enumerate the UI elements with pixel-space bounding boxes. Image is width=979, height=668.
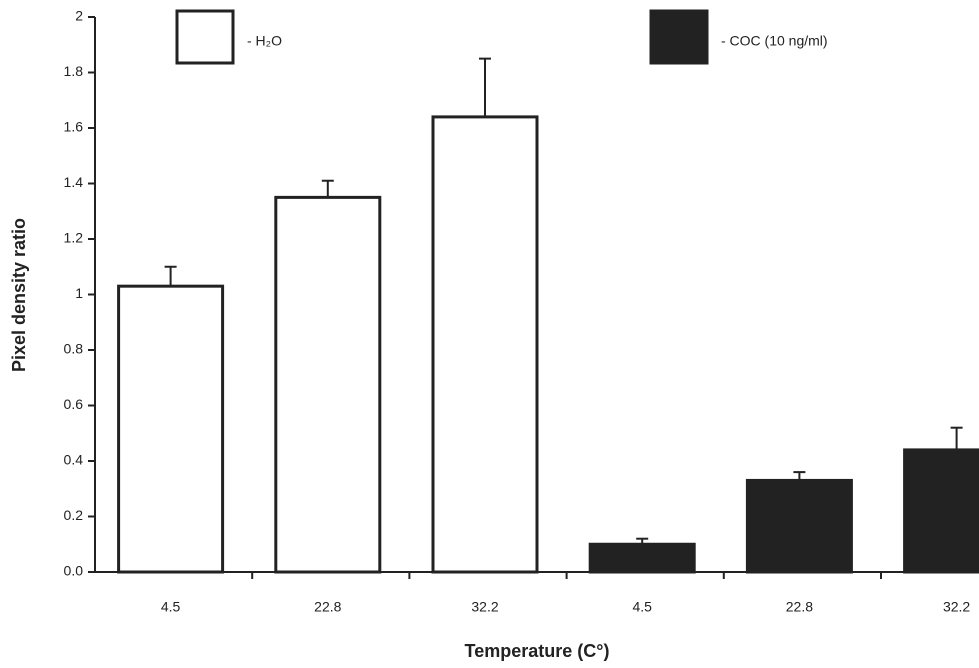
y-tick-label: 0.4 — [64, 452, 84, 468]
x-axis-title: Temperature (C°) — [465, 641, 610, 661]
error-bar — [164, 265, 177, 287]
y-tick-label: 2 — [75, 8, 83, 24]
legend-label: - H₂O — [247, 33, 282, 49]
y-tick-label: 0.2 — [64, 507, 84, 523]
x-tick-label: 32.2 — [471, 599, 498, 615]
y-tick-label: 1.8 — [64, 63, 84, 79]
x-tick-label: 4.5 — [161, 599, 181, 615]
legend-swatch — [649, 9, 709, 65]
y-tick-label: 1 — [75, 285, 83, 301]
legend-swatch — [175, 9, 235, 65]
error-bar — [950, 426, 963, 450]
y-tick-label: 1.4 — [64, 174, 84, 190]
error-bar — [479, 57, 491, 117]
x-tick-label: 22.8 — [314, 599, 341, 615]
y-tick-label: 0.8 — [64, 341, 84, 357]
x-tick-label: 22.8 — [786, 599, 813, 615]
y-tick-label: 1.6 — [64, 119, 84, 135]
error-bar — [321, 179, 334, 198]
bar — [588, 542, 696, 574]
y-tick-label: 0.6 — [64, 396, 84, 412]
bar — [117, 284, 225, 574]
x-tick-label: 32.2 — [943, 599, 970, 615]
bar — [431, 115, 539, 574]
y-axis-title: Pixel density ratio — [9, 218, 29, 372]
bar — [274, 195, 382, 574]
bar — [903, 448, 979, 574]
bar — [745, 478, 853, 574]
legend-label: - COC (10 ng/ml) — [721, 33, 828, 49]
y-tick-label: 0.0 — [64, 563, 84, 579]
x-tick-label: 4.5 — [632, 599, 652, 615]
y-tick-label: 1.2 — [64, 230, 84, 246]
